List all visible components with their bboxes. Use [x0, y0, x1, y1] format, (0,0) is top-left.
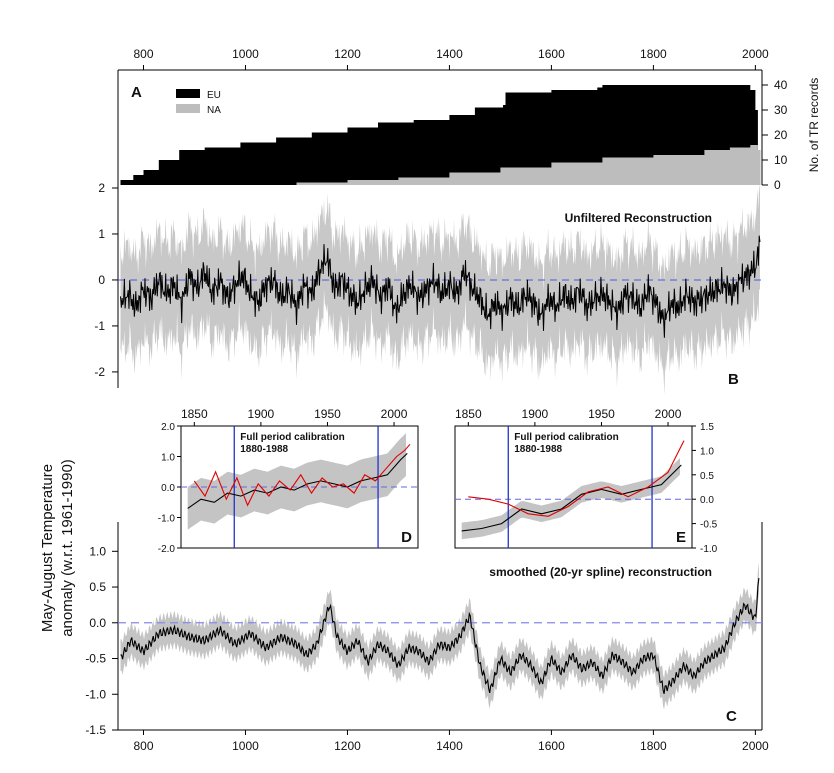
panel-a-right-tick-label: 40	[774, 78, 788, 92]
panel-b-left-tick-label: 2	[98, 181, 105, 195]
inset-y-tick-label: -1.0	[700, 544, 718, 555]
panel-a-right-tick-label: 30	[774, 103, 788, 117]
bottom-axis-tick-label: 800	[133, 739, 153, 753]
inset-top-tick-label: 1900	[248, 407, 275, 421]
y-axis-title-line1: May-August Temperature	[39, 464, 56, 632]
panel-c-left-tick-label: -1.0	[85, 687, 106, 701]
legend-label-na: NA	[207, 105, 221, 116]
inset-annotation-line2: 1880-1988	[514, 444, 562, 455]
panel-b-uncertainty-band	[120, 182, 760, 395]
panel-c-left-tick-label: 0.5	[89, 580, 106, 594]
panel-c-label: C	[726, 708, 737, 725]
panel-b-left-tick-label: -2	[94, 365, 105, 379]
records-area-na	[120, 145, 761, 185]
y-axis-title-line2: anomaly (w.r.t. 1961-1990)	[59, 459, 76, 637]
inset-annotation-line2: 1880-1988	[240, 444, 288, 455]
panel-c-left-tick-label: 1.0	[89, 544, 106, 558]
inset-y-tick-label: 2.0	[161, 422, 175, 433]
top-axis-tick-label: 1800	[640, 47, 667, 61]
panel-b-unfiltered	[118, 182, 762, 395]
panel-b-left-tick-label: 0	[98, 273, 105, 287]
legend-swatch-eu	[176, 89, 200, 98]
panel-a-right-tick-label: 10	[774, 153, 788, 167]
top-axis-tick-label: 1000	[232, 47, 259, 61]
panel-a-right-tick-label: 0	[774, 178, 781, 192]
top-axis-tick-label: 1400	[436, 47, 463, 61]
top-axis-tick-label: 2000	[742, 47, 769, 61]
inset-top-tick-label: 1900	[522, 407, 549, 421]
inset-y-tick-label: 0.5	[700, 471, 714, 482]
inset-top-tick-label: 1950	[588, 407, 615, 421]
inset-e: 1850 1900 1950 2000 1.5 1.0 0.5 0.0 -0.5 -1.0 Full…	[454, 407, 718, 555]
legend-label-eu: EU	[207, 90, 221, 101]
top-axis-ticks: 800 1000 1200 1400 1600 1800 2000	[133, 47, 769, 70]
top-axis-tick-label: 1600	[538, 47, 565, 61]
panel-b-left-tick-label: -1	[94, 319, 105, 333]
inset-top-tick-label: 1950	[314, 407, 341, 421]
inset-top-tick-label: 2000	[381, 407, 408, 421]
panel-c-left-tick-label: -1.5	[85, 723, 106, 737]
inset-top-tick-label: 1850	[455, 407, 482, 421]
panel-a-right-ticks: 0 10 20 30 40	[762, 78, 788, 192]
panel-a-right-tick-label: 20	[774, 128, 788, 142]
panel-c-left-tick-label: -0.5	[85, 652, 106, 666]
panel-c-title: smoothed (20-yr spline) reconstruction	[489, 565, 712, 579]
panel-c-left-tick-label: 0.0	[89, 616, 106, 630]
bottom-axis-tick-label: 2000	[742, 739, 769, 753]
inset-annotation-line1: Full period calibration	[514, 432, 618, 443]
inset-uncertainty-band	[187, 433, 406, 530]
inset-y-tick-label: -2.0	[158, 544, 176, 555]
inset-top-tick-label: 1850	[181, 407, 208, 421]
inset-series-line	[187, 452, 408, 509]
inset-y-tick-label: 1.0	[161, 453, 175, 464]
inset-y-tick-label: -0.5	[700, 520, 718, 531]
top-axis-tick-label: 1200	[334, 47, 361, 61]
inset-top-tick-label: 2000	[655, 407, 682, 421]
inset-y-tick-label: 0.0	[700, 495, 714, 506]
bottom-axis-tick-label: 1400	[436, 739, 463, 753]
inset-panel-label: D	[401, 529, 412, 546]
bottom-axis-tick-label: 1200	[334, 739, 361, 753]
bottom-axis-tick-label: 1800	[640, 739, 667, 753]
inset-series-line	[468, 440, 685, 517]
bottom-axis-tick-label: 1000	[232, 739, 259, 753]
inset-y-tick-label: -1.0	[158, 514, 176, 525]
bottom-axis-ticks: 800 1000 1200 1400 1600 1800 2000	[133, 730, 769, 753]
legend-swatch-na	[176, 104, 200, 113]
panel-a-label: A	[131, 84, 142, 101]
panel-a-records-area	[120, 85, 761, 185]
panel-c-smoothed	[118, 562, 762, 710]
panel-a-ylabel: No. of TR records	[807, 78, 821, 172]
panel-c-left-ticks: 1.0 0.5 0.0 -0.5 -1.0 -1.5	[85, 544, 118, 737]
panel-b-title: Unfiltered Reconstruction	[565, 211, 712, 225]
top-axis-tick-label: 800	[133, 47, 153, 61]
panel-b-series-line	[120, 235, 761, 338]
panel-b-label: B	[728, 371, 739, 388]
panel-b-left-tick-label: 1	[98, 227, 105, 241]
inset-annotation-line1: Full period calibration	[240, 432, 344, 443]
inset-y-tick-label: 1.0	[700, 446, 714, 457]
bottom-axis-tick-label: 1600	[538, 739, 565, 753]
inset-y-tick-label: 1.5	[700, 422, 714, 433]
inset-panel-label: E	[676, 529, 686, 546]
records-area-eu	[120, 85, 761, 185]
panel-b-left-ticks: -2 -1 0 1 2	[94, 181, 118, 379]
inset-uncertainty-band	[461, 458, 680, 540]
inset-series-line	[193, 443, 411, 507]
panel-c-series-line	[120, 578, 760, 694]
inset-d: 1850 1900 1950 2000 2.0 1.0 0.0 -1.0 -2.0 Full pe…	[158, 407, 419, 555]
inset-y-tick-label: 0.0	[161, 483, 175, 494]
